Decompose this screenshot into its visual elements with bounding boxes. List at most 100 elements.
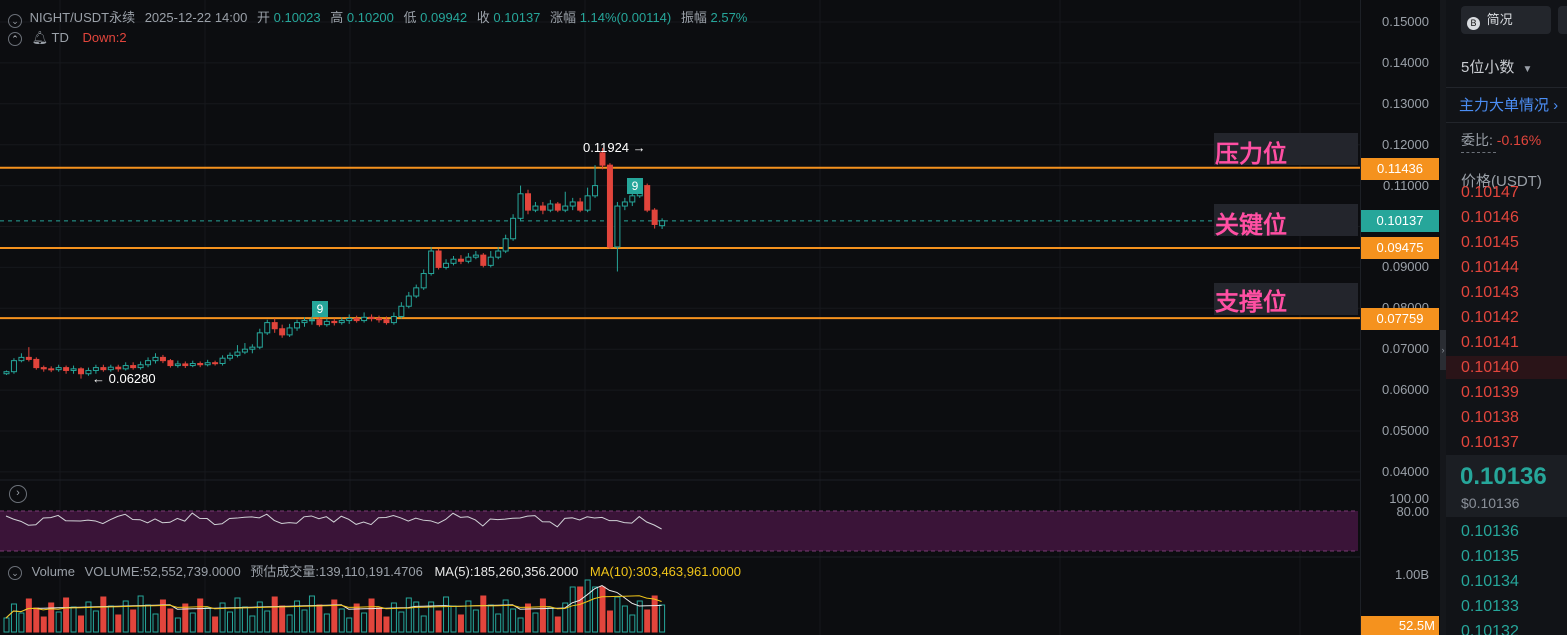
td-down-text: Down:2 xyxy=(82,30,127,45)
chart-area[interactable]: ⌄ NIGHT/USDT永续 2025-12-22 14:00 开 0.1002… xyxy=(0,0,1360,635)
volume-bar xyxy=(346,617,353,633)
rsi-axis-100: 100.00 xyxy=(1389,491,1429,506)
volume-bar xyxy=(420,615,427,633)
volume-bar xyxy=(286,614,293,633)
candle-body xyxy=(659,220,666,227)
bell-icon[interactable]: 🔔︎ xyxy=(31,30,49,45)
candle-body xyxy=(227,354,233,359)
volume-bar xyxy=(137,595,144,633)
volume-bar xyxy=(517,617,524,633)
price-axis-label: 0.13000 xyxy=(1382,95,1429,111)
candle-body xyxy=(554,203,561,211)
ask-price[interactable]: 0.10147 xyxy=(1461,184,1519,201)
volume-bar xyxy=(383,616,390,633)
ask-price[interactable]: 0.10139 xyxy=(1461,384,1519,401)
open-value: 0.10023 xyxy=(273,10,321,25)
ratio-underline xyxy=(1461,152,1496,153)
panel-divider[interactable]: › xyxy=(1440,0,1446,635)
candle-body xyxy=(443,262,450,268)
candle-body xyxy=(502,238,509,252)
support-zone-box xyxy=(1214,283,1358,315)
volume-bar xyxy=(472,609,479,633)
highlight-row xyxy=(1446,356,1567,379)
ask-price[interactable]: 0.10146 xyxy=(1461,209,1519,226)
candle-body xyxy=(420,273,427,289)
volume-bar xyxy=(70,606,77,633)
volume-bar xyxy=(189,612,196,633)
collapse-icon[interactable]: ⌄ xyxy=(8,566,22,580)
candle-body xyxy=(629,195,636,203)
volume-bar xyxy=(227,611,233,633)
candle-body xyxy=(301,320,308,324)
high-value: 0.10200 xyxy=(346,10,394,25)
ask-price[interactable]: 0.10138 xyxy=(1461,409,1519,426)
search-icon[interactable] xyxy=(1558,6,1567,34)
ask-price[interactable]: 0.10141 xyxy=(1461,334,1519,351)
candle-body xyxy=(644,185,651,211)
info-icon[interactable]: ⌄ xyxy=(8,14,22,28)
high-marker: 0.11924 → xyxy=(583,140,646,155)
volume-bar xyxy=(234,597,241,633)
volume-bar xyxy=(525,603,531,633)
volume-bar xyxy=(539,598,546,633)
volume-bar xyxy=(368,598,375,633)
volume-bar xyxy=(271,596,278,633)
bid-price[interactable]: 0.10132 xyxy=(1461,623,1519,635)
bid-price[interactable]: 0.10134 xyxy=(1461,573,1519,590)
candle-body xyxy=(383,319,390,324)
low-marker-value: 0.06280 xyxy=(108,371,156,386)
major-orders-link[interactable]: 主力大单情况 › xyxy=(1459,94,1558,115)
volume-bar xyxy=(18,612,25,633)
collapse-panel-icon[interactable]: › xyxy=(1440,330,1446,370)
volume-bar xyxy=(547,607,554,633)
candle-body xyxy=(472,254,479,258)
volume-bar xyxy=(457,614,464,633)
ask-price[interactable]: 0.10145 xyxy=(1461,234,1519,251)
volume-bar xyxy=(413,601,420,633)
change-label: 涨幅 xyxy=(550,10,577,25)
change-value: 1.14%(0.00114) xyxy=(579,10,672,25)
volume-bar xyxy=(78,615,84,633)
ratio-value: -0.16% xyxy=(1496,132,1542,148)
volume-bar xyxy=(510,608,517,633)
separator xyxy=(1446,87,1567,88)
bid-price[interactable]: 0.10133 xyxy=(1461,598,1519,615)
support-zone-label: 支撑位 xyxy=(1215,289,1287,316)
price-axis[interactable]: 0.15000 0.14000 0.13000 0.12000 0.11000 0.090… xyxy=(1360,0,1441,635)
bid-price[interactable]: 0.10136 xyxy=(1461,523,1519,540)
candle-body xyxy=(539,205,546,211)
candle-body xyxy=(78,368,84,375)
decimals-select[interactable]: 5位小数 ▼ xyxy=(1461,56,1532,77)
candle-body xyxy=(100,367,107,371)
ratio-label: 委比: xyxy=(1461,132,1493,148)
volume-ma10: MA(10):303,463,961.0000 xyxy=(589,564,741,579)
chevron-up-icon[interactable]: ⌃ xyxy=(8,32,22,46)
candle-body xyxy=(346,318,353,322)
candle-body xyxy=(137,364,144,369)
volume-bar xyxy=(554,616,561,633)
ask-price[interactable]: 0.10142 xyxy=(1461,309,1519,326)
separator-2 xyxy=(1446,122,1567,123)
ask-price[interactable]: 0.10140 xyxy=(1461,359,1519,376)
expand-icon[interactable]: › xyxy=(9,485,27,503)
current-price-tag: 0.10137 xyxy=(1361,210,1439,232)
candle-body xyxy=(323,320,330,326)
resistance-price-tag: 0.11436 xyxy=(1361,158,1439,180)
volume-bar xyxy=(361,612,368,633)
candlestick-chart[interactable] xyxy=(0,0,1360,635)
ask-price[interactable]: 0.10143 xyxy=(1461,284,1519,301)
candle-body xyxy=(85,369,92,375)
candle-body xyxy=(532,205,539,211)
ask-price[interactable]: 0.10137 xyxy=(1461,434,1519,451)
candle-body xyxy=(219,357,226,365)
volume-bar xyxy=(487,604,494,633)
bid-price[interactable]: 0.10135 xyxy=(1461,548,1519,565)
ask-price[interactable]: 0.10144 xyxy=(1461,259,1519,276)
volume-bar xyxy=(115,614,122,633)
simple-view-button[interactable]: B 简况 xyxy=(1461,6,1551,34)
volume-bar xyxy=(197,598,204,633)
chevron-right-icon: › xyxy=(1549,97,1559,114)
candle-body xyxy=(271,322,278,330)
candle-body xyxy=(70,368,77,371)
volume-bar xyxy=(204,607,211,633)
